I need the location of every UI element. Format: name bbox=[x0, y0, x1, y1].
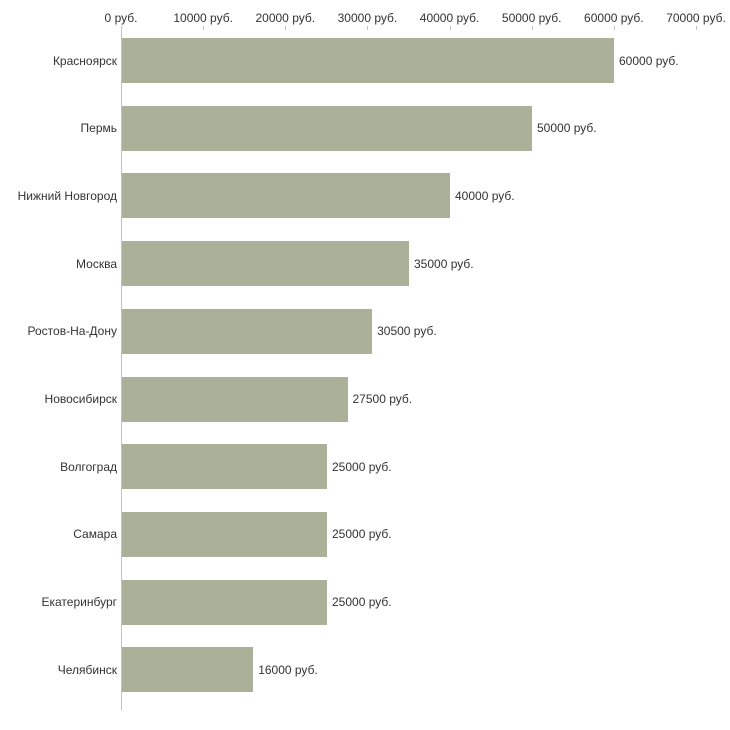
plot-area: Красноярск 60000 руб. Пермь 50000 руб. Нижни… bbox=[18, 30, 696, 710]
category-label: Красноярск bbox=[52, 53, 117, 68]
bar bbox=[122, 173, 450, 219]
x-axis-tick-mark bbox=[449, 26, 451, 30]
value-label: 35000 руб. bbox=[414, 256, 474, 271]
x-axis-tick-label: 10000 руб. bbox=[173, 11, 233, 25]
value-label: 25000 руб. bbox=[332, 595, 392, 610]
bar bbox=[122, 376, 348, 422]
value-label: 50000 руб. bbox=[537, 121, 597, 136]
x-axis-tick-mark bbox=[613, 26, 615, 30]
bar-row: Москва 35000 руб. bbox=[76, 241, 696, 287]
category-label: Новосибирск bbox=[44, 392, 117, 406]
value-label: 25000 руб. bbox=[332, 527, 392, 542]
category-label: Нижний Новгород bbox=[17, 188, 117, 203]
value-label: 27500 руб. bbox=[352, 392, 413, 406]
x-axis-tick-label: 70000 руб. bbox=[666, 11, 726, 25]
category-label: Пермь bbox=[80, 121, 117, 136]
x-axis: 0 руб. 10000 руб. 20000 руб. 30000 руб. 4000… bbox=[105, 0, 726, 30]
bar bbox=[122, 511, 327, 557]
x-axis-tick-label: 0 руб. bbox=[104, 11, 138, 25]
value-label: 16000 руб. bbox=[258, 662, 318, 677]
value-label: 60000 руб. bbox=[619, 53, 679, 68]
bar-row: Ростов-На-Дону 30500 руб. bbox=[28, 308, 696, 354]
value-label: 25000 руб. bbox=[332, 459, 392, 474]
x-axis-tick-label: 50000 руб. bbox=[501, 11, 562, 25]
value-label: 40000 руб. bbox=[455, 188, 515, 203]
bar-row: Волгоград 25000 руб. bbox=[60, 444, 696, 490]
category-label: Челябинск bbox=[57, 662, 117, 677]
category-label: Волгоград bbox=[60, 459, 117, 474]
bar-row: Красноярск 60000 руб. bbox=[53, 38, 696, 83]
x-axis-tick-mark bbox=[696, 26, 697, 30]
bar bbox=[122, 579, 327, 625]
category-label: Самара bbox=[73, 527, 117, 542]
x-axis-tick-mark bbox=[285, 26, 287, 30]
x-axis-tick-mark bbox=[121, 26, 122, 30]
category-label: Ростов-На-Дону bbox=[27, 324, 117, 339]
x-axis-tick-label: 40000 руб. bbox=[419, 11, 480, 25]
bar-row: Пермь 50000 руб. bbox=[81, 105, 696, 151]
x-axis-tick-label: 60000 руб. bbox=[584, 11, 644, 25]
bar bbox=[122, 308, 373, 354]
bar bbox=[122, 647, 254, 693]
bar bbox=[122, 241, 409, 287]
value-label: 30500 руб. bbox=[377, 324, 437, 339]
category-label: Екатеринбург bbox=[41, 595, 118, 610]
x-axis-tick-mark bbox=[203, 26, 205, 30]
bar bbox=[122, 105, 532, 151]
bar bbox=[122, 444, 327, 490]
category-label: Москва bbox=[76, 256, 117, 271]
bar-row: Нижний Новгород 40000 руб. bbox=[18, 173, 696, 219]
bar-row: Челябинск 16000 руб. bbox=[58, 647, 696, 693]
x-axis-tick-mark bbox=[531, 26, 533, 30]
x-axis-tick-mark bbox=[367, 26, 369, 30]
bar bbox=[122, 38, 614, 83]
x-axis-tick-label: 20000 руб. bbox=[255, 11, 316, 25]
bar-row: Новосибирск 27500 руб. bbox=[45, 376, 696, 422]
x-axis-tick-label: 30000 руб. bbox=[337, 11, 398, 25]
bar-row: Екатеринбург 25000 руб. bbox=[42, 579, 696, 625]
bar-row: Самара 25000 руб. bbox=[73, 511, 696, 557]
